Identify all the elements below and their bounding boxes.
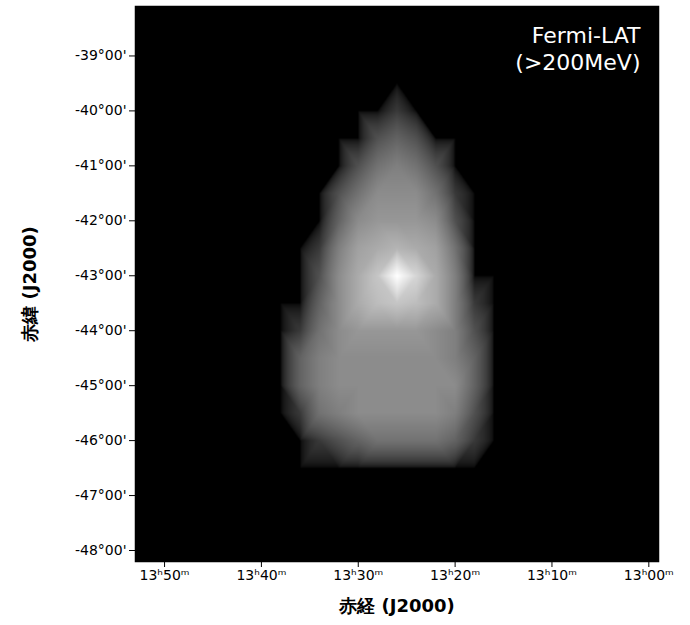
svg-text:13ʰ50ᵐ: 13ʰ50ᵐ (140, 567, 190, 583)
svg-text:13ʰ30ᵐ: 13ʰ30ᵐ (333, 567, 383, 583)
svg-text:赤経 (J2000): 赤経 (J2000) (338, 595, 455, 616)
svg-text:-44°00': -44°00' (75, 322, 127, 338)
svg-text:-39°00': -39°00' (75, 47, 127, 63)
svg-text:-42°00': -42°00' (75, 212, 127, 228)
svg-text:-45°00': -45°00' (75, 377, 127, 393)
svg-text:-43°00': -43°00' (75, 267, 127, 283)
svg-text:赤緯 (J2000): 赤緯 (J2000) (19, 226, 40, 343)
svg-text:-41°00': -41°00' (75, 157, 127, 173)
svg-text:-47°00': -47°00' (75, 487, 127, 503)
svg-text:13ʰ20ᵐ: 13ʰ20ᵐ (430, 567, 480, 583)
svg-text:13ʰ40ᵐ: 13ʰ40ᵐ (236, 567, 286, 583)
svg-text:Fermi-LAT(>200MeV): Fermi-LAT(>200MeV) (515, 23, 641, 74)
svg-text:13ʰ00ᵐ: 13ʰ00ᵐ (624, 567, 674, 583)
svg-text:-40°00': -40°00' (75, 102, 127, 118)
svg-text:13ʰ10ᵐ: 13ʰ10ᵐ (527, 567, 577, 583)
svg-text:-46°00': -46°00' (75, 432, 127, 448)
svg-text:-48°00': -48°00' (75, 542, 127, 558)
